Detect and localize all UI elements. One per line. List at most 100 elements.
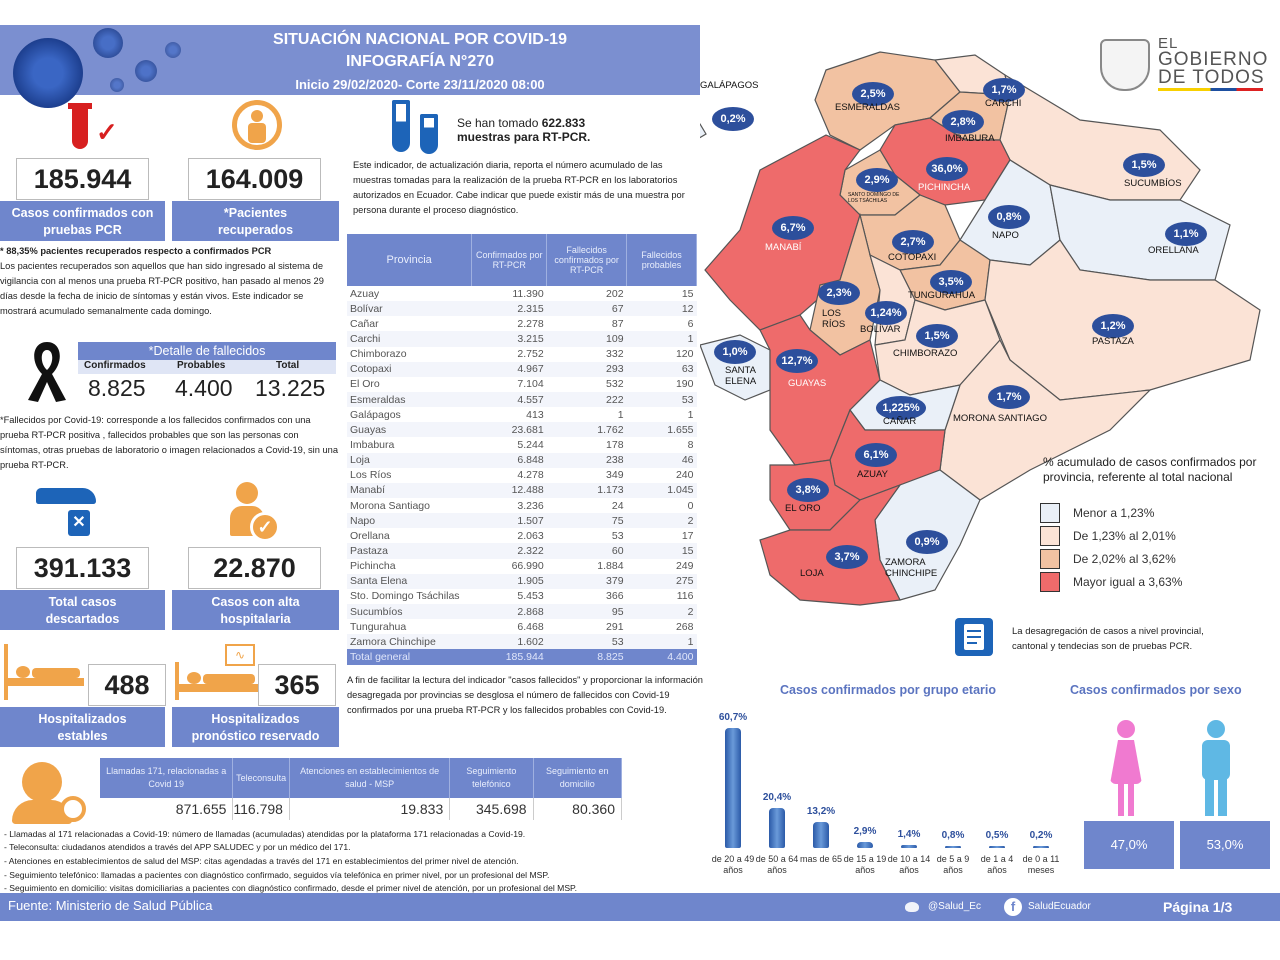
- province-name: Santa Elena: [350, 575, 408, 588]
- legend-swatch-midlow: [1040, 526, 1060, 546]
- table-cell: 275: [675, 575, 694, 588]
- province-label: EL ORO: [785, 503, 821, 514]
- recovered-label: *Pacientes recuperados: [172, 201, 339, 241]
- table-cell: 190: [675, 378, 694, 391]
- seguimiento-tel-value: 345.698: [449, 798, 534, 820]
- table-row: Sucumbíos 2.868 95 2: [347, 603, 697, 620]
- table-cell: 11.390: [512, 287, 544, 300]
- province-label: ZAMORA CHINCHIPE: [885, 557, 938, 579]
- age-bar-value: 2,9%: [853, 826, 877, 838]
- recovered-definition: Los pacientes recuperados son aquellos q…: [0, 261, 324, 316]
- table-row: Santa Elena 1.905 379 275: [347, 573, 697, 589]
- total-cell: 185.944: [471, 649, 547, 665]
- table-row: Sto. Domingo Tsáchilas 5.453 366 116: [347, 589, 697, 604]
- table-row: Napo 1.507 75 2: [347, 513, 697, 529]
- recovered-value: 164.009: [188, 158, 321, 200]
- table-cell: 6.468: [517, 620, 544, 633]
- province-name: Pichincha: [350, 560, 396, 573]
- table-cell: 2.868: [517, 605, 544, 618]
- total-cell: 4.400: [626, 649, 697, 665]
- deaths-total-value: 13.225: [255, 375, 326, 401]
- male-icon: [1196, 720, 1236, 820]
- twitter-handle[interactable]: @Salud_Ec: [928, 901, 981, 912]
- table-cell: 238: [606, 454, 624, 467]
- map-note: La desagregación de casos a nivel provin…: [1012, 626, 1204, 652]
- calls-note: - Teleconsulta: ciudadanos atendidos a t…: [4, 842, 351, 852]
- legend-title: % acumulado de casos confirmados por pro…: [1043, 455, 1257, 484]
- province-label: MORONA SANTIAGO: [953, 413, 1047, 424]
- province-label: AZUAY: [857, 469, 888, 480]
- province-label: ORELLANA: [1148, 245, 1199, 256]
- table-cell: 8: [687, 438, 694, 451]
- table-cell: 87: [611, 317, 624, 330]
- province-pct-badge: 2,8%: [942, 110, 984, 134]
- atenciones-value: 19.833: [289, 798, 451, 820]
- table-row: Tungurahua 6.468 291 268: [347, 619, 697, 634]
- province-name: Orellana: [350, 529, 390, 542]
- age-bar-value: 20,4%: [762, 791, 792, 803]
- table-row: Esmeraldas 4.557 222 53: [347, 391, 697, 408]
- province-pct-badge: 0,2%: [712, 107, 754, 131]
- test-tube-icon: ✓: [64, 103, 124, 153]
- table-cell: 3.215: [517, 332, 544, 345]
- table-cell: 1.762: [597, 423, 624, 436]
- legend-label-low: Menor a 1,23%: [1073, 506, 1155, 520]
- province-label: GALÁPAGOS: [700, 80, 759, 91]
- age-bar: [725, 728, 741, 848]
- table-cell: 349: [606, 469, 624, 482]
- calls-171-value: 871.655: [100, 798, 234, 820]
- province-pct-badge: 2,5%: [852, 82, 894, 106]
- province-pct-badge: 36,0%: [926, 157, 968, 181]
- table-cell: 178: [606, 438, 624, 451]
- age-bar-category: de 50 a 64 años: [755, 854, 799, 875]
- table-cell: 12: [681, 302, 694, 315]
- province-label: SUCUMBÍOS: [1124, 178, 1182, 189]
- province-label: SANTA ELENA: [725, 365, 757, 387]
- deaths-header-row: [78, 360, 336, 374]
- age-chart: 60,7% de 20 a 49 años 20,4% de 50 a 64 años…: [700, 700, 1060, 890]
- table-cell: 1: [617, 408, 624, 421]
- calls-table: Llamadas 171, relacionadas a Covid 19 Te…: [100, 758, 623, 820]
- page-period: Inicio 29/02/2020- Corte 23/11/2020 08:0…: [295, 77, 545, 92]
- province-name: Bolívar: [350, 302, 383, 315]
- age-bar-category: de 1 a 4 años: [980, 854, 1014, 875]
- brand-line1: EL: [1158, 35, 1179, 52]
- table-row: Manabí 12.488 1.173 1.045: [347, 482, 697, 498]
- table-cell: 46: [681, 454, 694, 467]
- table-cell: 1: [687, 635, 694, 648]
- discarded-hand-icon: ✕: [36, 482, 106, 542]
- female-icon: [1106, 720, 1146, 820]
- province-pct-badge: 6,1%: [855, 443, 897, 467]
- table-cell: 109: [606, 332, 624, 345]
- age-bar-value: 0,2%: [1029, 830, 1053, 841]
- table-cell: 1.655: [667, 423, 694, 436]
- province-pct-badge: 0,9%: [906, 530, 948, 554]
- table-cell: 1.507: [517, 514, 544, 527]
- female-pct-box: 47,0%: [1084, 821, 1174, 869]
- table-row: Cañar 2.278 87 6: [347, 316, 697, 331]
- age-bar-category: mas de 65: [799, 854, 843, 864]
- brand-line3: DE TODOS: [1158, 67, 1265, 88]
- province-name: Cañar: [350, 317, 379, 330]
- facebook-handle[interactable]: SaludEcuador: [1028, 901, 1091, 912]
- province-pct-badge: 1,5%: [1123, 153, 1165, 177]
- hosp-reserved-value: 365: [258, 664, 336, 706]
- col-atenciones: Atenciones en establecimientos de salud …: [289, 758, 451, 798]
- province-name: Cotopaxi: [350, 363, 392, 376]
- age-bar-category: de 10 a 14 años: [887, 854, 931, 875]
- province-name: Sucumbíos: [350, 605, 403, 618]
- province-pct-badge: 1,0%: [714, 340, 756, 364]
- table-cell: 240: [675, 469, 694, 482]
- age-bar-value: 0,5%: [985, 830, 1009, 841]
- province-name: El Oro: [350, 378, 380, 391]
- province-label: PASTAZA: [1092, 336, 1134, 347]
- deaths-probable-value: 4.400: [175, 375, 233, 401]
- facebook-icon: f: [1004, 898, 1022, 916]
- table-cell: 4.967: [517, 363, 544, 376]
- province-pct-badge: 1,1%: [1165, 222, 1207, 246]
- province-pct-badge: 12,7%: [776, 349, 818, 373]
- province-pct-badge: 6,7%: [772, 216, 814, 240]
- province-pct-badge: 1,2%: [1092, 314, 1134, 338]
- deaths-confirmed-value: 8.825: [88, 375, 146, 401]
- table-cell: 7.104: [517, 378, 544, 391]
